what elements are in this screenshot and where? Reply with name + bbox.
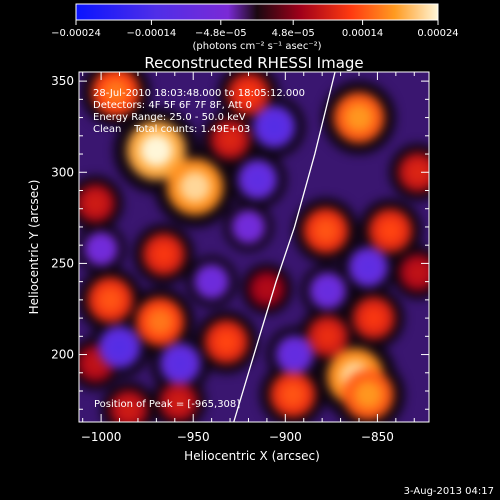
y-tick-label: 350 — [51, 74, 74, 88]
blob-core — [354, 380, 383, 409]
colorbar — [75, 3, 439, 21]
blob-core — [246, 168, 269, 191]
blob-core — [280, 382, 306, 408]
blob-core — [140, 134, 173, 167]
colorbar-unit-label: (photons cm⁻² s⁻¹ asec⁻²) — [192, 41, 321, 52]
blob-core — [146, 308, 174, 335]
blob-core — [214, 329, 239, 354]
blob-core — [316, 325, 339, 348]
blob-core — [167, 391, 189, 413]
blob-core — [169, 352, 192, 375]
blob-core — [102, 78, 130, 106]
annotation-clean-counts: Clean Total counts: 1.49E+03 — [93, 124, 250, 135]
blob-core — [407, 161, 429, 184]
x-tick-label: −850 — [361, 430, 394, 444]
y-tick-label: 300 — [51, 165, 74, 179]
blob-core — [357, 256, 380, 278]
y-axis-ticks: 200 250 300 350 — [51, 74, 429, 410]
y-tick-label: 200 — [51, 348, 74, 362]
colorbar-tick-label: 0.00014 — [342, 28, 383, 39]
colorbar-tick-label: 0.00024 — [417, 28, 458, 39]
blob-core — [284, 344, 306, 366]
blob-core — [362, 306, 386, 330]
blob-core — [345, 103, 373, 132]
annotation-energy-range: Energy Range: 25.0 - 50.0 keV — [93, 112, 246, 123]
footer-timestamp: 3-Aug-2013 04:17 — [404, 486, 494, 497]
y-axis-label: Heliocentric Y (arcsec) — [27, 180, 41, 315]
blob-core — [262, 115, 286, 139]
colorbar-tick-label: −0.00024 — [51, 28, 101, 39]
blob-core — [107, 335, 132, 359]
colorbar-ticks: −0.00024 −0.00014 −4.8e−05 4.8e−05 0.00014 0.… — [51, 20, 459, 39]
y-tick-label: 250 — [51, 256, 74, 270]
x-tick-label: −1000 — [81, 430, 122, 444]
blob-core — [317, 280, 338, 301]
blob-core — [85, 353, 106, 374]
blob-core — [179, 171, 211, 203]
blob-core — [201, 271, 222, 292]
x-axis-label: Heliocentric X (arcsec) — [184, 449, 320, 463]
blob-core — [152, 242, 176, 266]
blob-core — [85, 192, 107, 214]
annotation-time-range: 28-Jul-2010 18:03:48.000 to 18:05:12.000 — [93, 88, 305, 99]
annotation-detectors: Detectors: 4F 5F 6F 7F 8F, Att 0 — [93, 100, 252, 111]
x-tick-label: −900 — [269, 430, 302, 444]
blob-core — [236, 82, 261, 106]
blob-core — [118, 398, 140, 420]
blob-core — [97, 287, 123, 313]
colorbar-tick-label: −4.8e−05 — [195, 28, 247, 39]
blob-core — [407, 262, 429, 283]
x-axis-ticks: −1000 −950 −900 −850 — [81, 72, 415, 444]
solar-limb-curve — [233, 72, 336, 422]
colorbar-tick-label: −0.00014 — [127, 28, 177, 39]
blob-core — [313, 218, 339, 244]
blob-core — [378, 218, 403, 243]
blob-core — [91, 239, 111, 259]
blob-core — [219, 128, 241, 151]
x-tick-label: −950 — [177, 430, 210, 444]
plot-frame — [78, 71, 430, 423]
blob-core — [239, 217, 258, 237]
colorbar-tick-label: 4.8e−05 — [272, 28, 315, 39]
annotation-peak-position: Position of Peak = [-965,308] — [94, 399, 240, 410]
chart-title: Reconstructed RHESSI Image — [144, 54, 363, 72]
intensity-blobs — [79, 72, 429, 422]
